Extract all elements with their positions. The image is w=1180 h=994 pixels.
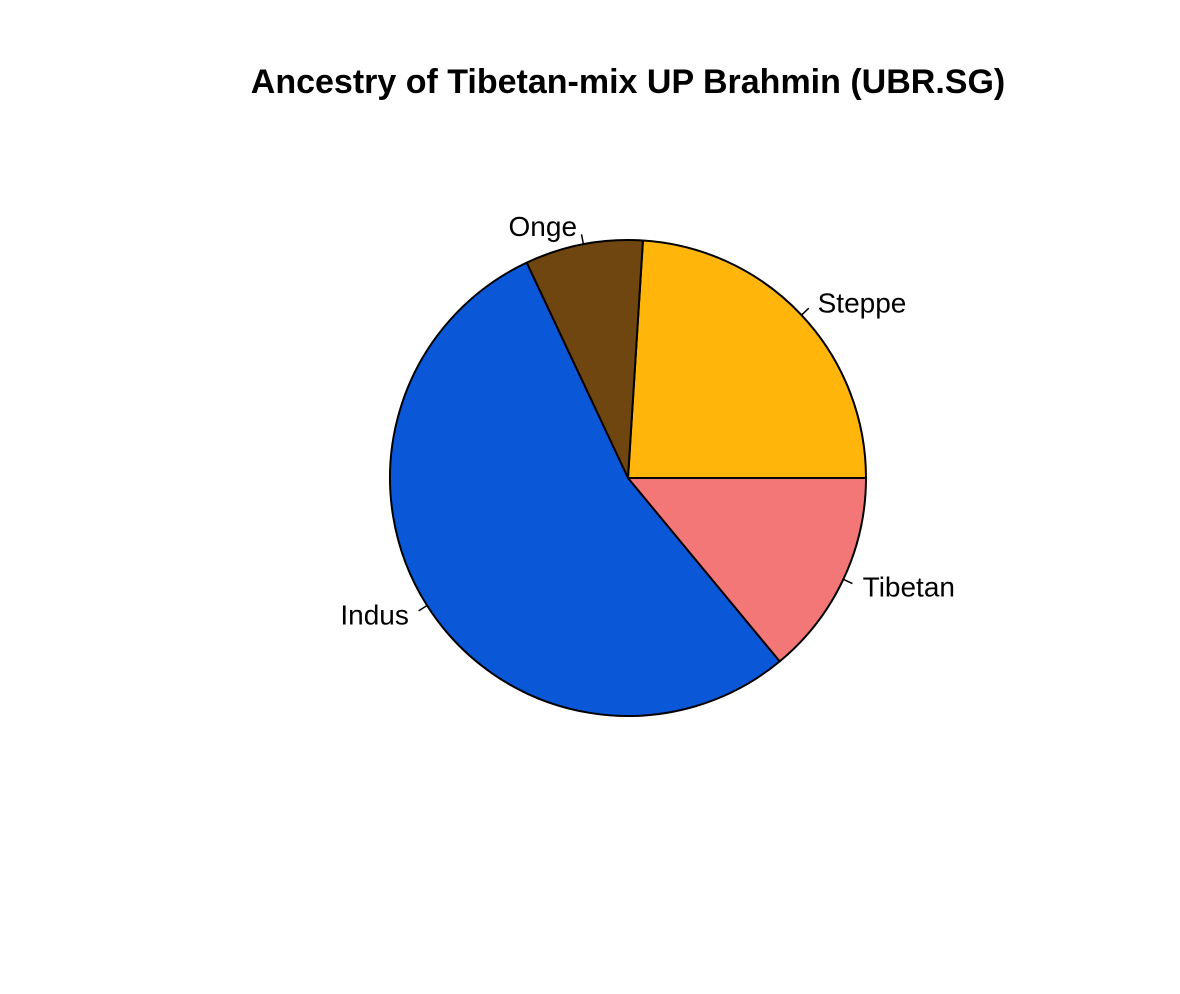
pie-tick-steppe: [800, 307, 810, 316]
pie-slice-labels: Steppe Onge Indus Tibetan: [340, 211, 955, 631]
chart-title: Ancestry of Tibetan-mix UP Brahmin (UBR.…: [251, 63, 1005, 101]
pie-tick-tibetan: [843, 578, 853, 585]
pie-label-ticks: [418, 234, 853, 612]
pie-slice-steppe: [627, 239, 867, 479]
pie-tick-onge: [580, 234, 585, 245]
pie-tick-indus: [418, 604, 428, 612]
pie-slices: [389, 239, 867, 717]
pie-label-steppe: Steppe: [818, 287, 907, 318]
pie-label-onge: Onge: [509, 211, 578, 242]
pie-label-tibetan: Tibetan: [863, 572, 955, 603]
pie-slice-tibetan: [627, 477, 867, 663]
pie-slice-indus: [389, 261, 781, 717]
pie-label-indus: Indus: [340, 600, 409, 631]
